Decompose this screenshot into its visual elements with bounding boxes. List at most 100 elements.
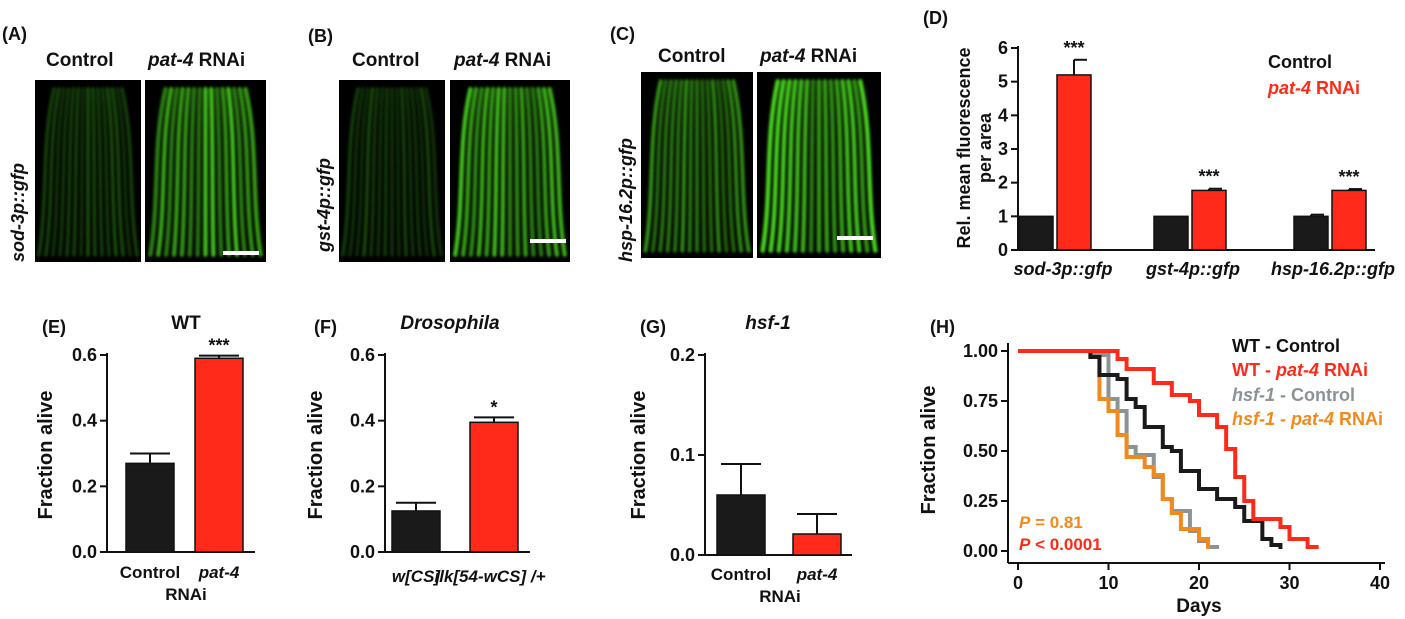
panel-g-title: hsf-1 (745, 313, 790, 334)
scale-bar (223, 251, 259, 255)
bar (194, 357, 244, 553)
worm (672, 79, 684, 253)
panel-b-treatment-label: pat-4 RNAi (453, 50, 551, 71)
worm (419, 87, 437, 257)
panel-h: (H) Fraction alive Days WT - Control WT … (918, 317, 1390, 617)
y-tick-label: 6 (998, 38, 1008, 58)
worm (828, 79, 838, 253)
bar (1331, 189, 1367, 251)
worm (840, 79, 854, 253)
bar (716, 494, 766, 556)
panel-e: (E) WT Fraction alive RNAi 0.0 0.2 0.4 0.6 *… (35, 313, 255, 604)
panel-h-pvalue-wt: P < 0.0001 (1019, 535, 1102, 554)
worm (100, 87, 111, 257)
worm (43, 87, 61, 257)
worm (163, 86, 180, 257)
y-tick-label: 0.2 (72, 476, 97, 496)
worm (409, 87, 423, 257)
worm (822, 79, 830, 253)
panel-a-control-micrograph (35, 80, 141, 262)
panel-c-reporter-label: hsp-16.2p::gfp (616, 138, 636, 262)
worm (453, 86, 473, 257)
worm (834, 79, 846, 253)
worm (768, 79, 786, 253)
panel-g-letter: (G) (640, 317, 666, 337)
bar (469, 421, 519, 553)
panel-b-control-micrograph (339, 80, 445, 262)
worm (720, 79, 736, 253)
bar (1018, 215, 1054, 251)
y-tick-label: 0 (998, 240, 1008, 260)
significance-label: *** (1338, 167, 1359, 187)
y-tick-label: 0.2 (670, 345, 695, 365)
worm (760, 79, 781, 253)
panel-g-chart: 0.0 0.1 0.2 Control pat-4 (670, 345, 852, 584)
worm (220, 86, 232, 257)
category-label: pat-4 (198, 563, 240, 582)
panel-c-letter: (C) (610, 24, 635, 44)
worm (547, 86, 567, 257)
worm (179, 86, 191, 257)
bar (1191, 189, 1227, 251)
panel-b-reporter-label: gst-4p::gfp (314, 158, 334, 253)
category-label: pat-4 (796, 565, 838, 584)
worm (731, 79, 751, 253)
y-tick-label: 0.75 (963, 391, 998, 411)
worm (347, 87, 365, 257)
x-tick-label: 20 (1189, 573, 1209, 593)
panel-c-control-label: Control (658, 46, 726, 67)
panel-g-ylabel: Fraction alive (628, 391, 650, 520)
panel-a: (A) Control pat-4 RNAi sod-3p::gfp (2, 24, 266, 262)
y-tick-label: 0.1 (670, 445, 695, 465)
y-tick-label: 0.6 (350, 345, 375, 365)
y-tick-label: 3 (998, 139, 1008, 159)
worm-group (36, 87, 140, 257)
panel-c-control-micrograph (641, 72, 753, 258)
worm (243, 86, 263, 257)
y-tick-label: 5 (998, 72, 1008, 92)
panel-d-legend-control: Control (1268, 52, 1332, 72)
worm (484, 86, 496, 257)
worm-group (643, 79, 751, 253)
panel-g: (G) hsf-1 Fraction alive RNAi 0.0 0.1 0.2 C… (628, 313, 852, 606)
worm (36, 87, 56, 257)
worm (643, 79, 663, 253)
panel-a-reporter-label: sod-3p::gfp (8, 163, 28, 262)
worm (214, 86, 224, 257)
worm (784, 79, 798, 253)
scale-bar (530, 239, 566, 243)
panel-d-legend-treatment: pat-4 RNAi (1267, 78, 1360, 98)
worm (394, 87, 401, 257)
worm (776, 79, 792, 253)
worm (399, 87, 408, 257)
panel-h-ylabel: Fraction alive (918, 386, 940, 515)
panel-d-letter: (D) (923, 8, 948, 28)
panel-e-ylabel: Fraction alive (35, 391, 57, 520)
panel-h-legend-hsf-control: hsf-1 - Control (1232, 385, 1355, 405)
worm (105, 87, 119, 257)
panel-c-treatment-label: pat-4 RNAi (759, 46, 857, 67)
scale-bar (837, 236, 873, 240)
worm (72, 87, 81, 257)
panel-d-ylabel-line2: per area (975, 112, 995, 183)
y-tick-label: 0.2 (350, 476, 375, 496)
bar (1056, 74, 1092, 251)
worm (499, 86, 507, 257)
y-tick-label: 0.25 (963, 491, 998, 511)
worm (120, 87, 140, 257)
panel-g-x-sub: RNAi (759, 587, 801, 606)
worm (208, 86, 216, 257)
panel-c-rnai-micrograph (757, 72, 881, 258)
panel-h-legend-hsf-rnai: hsf-1 - pat-4 RNAi (1232, 409, 1383, 429)
worm (187, 86, 197, 257)
x-tick-label: 0 (1013, 573, 1023, 593)
worm (536, 86, 552, 257)
bar (125, 462, 175, 553)
worm (650, 79, 668, 253)
worm (492, 86, 501, 257)
worm (658, 79, 674, 253)
worm (115, 87, 133, 257)
worm (852, 79, 870, 253)
panel-h-pvalue-hsf: P = 0.81 (1019, 513, 1083, 532)
worm (226, 86, 240, 257)
